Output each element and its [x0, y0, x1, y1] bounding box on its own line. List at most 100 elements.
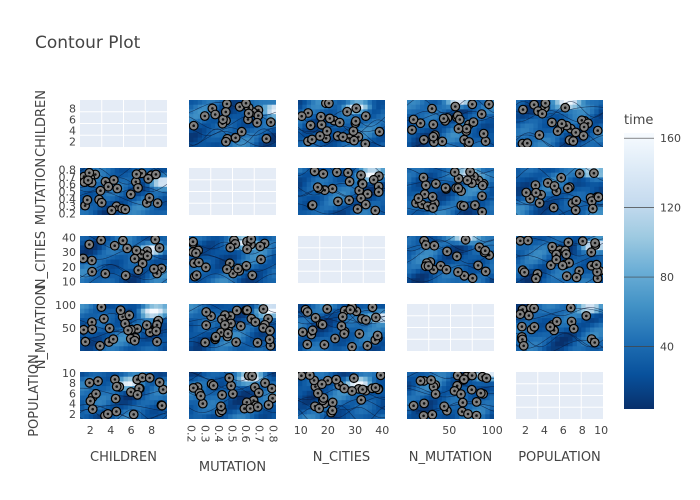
trial-point-center [240, 130, 243, 133]
trial-point-center [427, 264, 430, 268]
trial-point-center [158, 381, 161, 384]
trial-point-center [258, 245, 262, 248]
x-tick-label: 0.5 [226, 425, 239, 443]
x-tick-label: 20 [321, 424, 335, 437]
trial-point-center [352, 376, 356, 380]
contour-line [407, 100, 494, 114]
subplot-mutation-vs-n_cities [298, 168, 385, 215]
trial-point-center [538, 133, 541, 137]
trial-point-center [357, 189, 361, 192]
trial-point-center [249, 407, 252, 410]
y-axis-title: POPULATION [27, 354, 42, 437]
trial-point-center [225, 102, 229, 106]
subplot-n_mutation-vs-n_mutation [407, 304, 494, 351]
trial-point-center [432, 268, 435, 272]
trial-point-center [161, 388, 165, 391]
contour-fill [407, 372, 494, 419]
trial-point-center [374, 386, 377, 389]
y-tick-label: 0.8 [59, 163, 77, 176]
y-tick-label: 2 [69, 135, 76, 148]
trial-point-center [461, 401, 465, 404]
trial-point-center [256, 341, 259, 344]
trial-point-center [94, 392, 98, 396]
trial-point-center [212, 384, 215, 387]
trial-point-center [349, 308, 352, 312]
trial-point-center [364, 142, 367, 146]
trial-point-center [419, 121, 422, 125]
trial-point-center [522, 344, 525, 348]
trial-point-center [519, 239, 522, 243]
trial-point-center [91, 407, 94, 411]
trial-point-center [590, 199, 594, 203]
trial-point-center [133, 339, 136, 343]
trial-point-center [129, 193, 133, 196]
trial-point-center [431, 206, 435, 210]
trial-point-center [354, 119, 358, 123]
trial-point-center [229, 246, 232, 249]
trial-point-center [128, 314, 131, 317]
trial-point-center [90, 259, 94, 262]
trial-point-center [466, 179, 469, 182]
subplot-population-vs-mutation [189, 372, 276, 419]
trial-point-center [313, 170, 316, 173]
trial-point-center [471, 276, 474, 280]
trial-point-center [460, 410, 464, 413]
contour-line [516, 106, 603, 115]
trial-point-center [526, 239, 530, 242]
trial-point-center [300, 374, 303, 378]
x-tick-label: 8 [148, 424, 155, 437]
trial-point-center [472, 120, 475, 124]
trial-point-center [86, 179, 90, 182]
trial-point-center [457, 177, 460, 180]
trial-point-center [136, 393, 139, 397]
trial-point-center [471, 103, 474, 106]
contour-line [516, 331, 603, 349]
trial-point-center [553, 184, 556, 188]
trial-point-center [256, 405, 260, 409]
y-tick-label: 50 [62, 322, 76, 335]
trial-point-center [422, 138, 426, 142]
trial-point-center [475, 414, 478, 417]
trial-point-center [106, 412, 110, 416]
trial-point-center [546, 181, 550, 185]
trial-point-center [323, 188, 327, 192]
trial-point-center [445, 268, 448, 271]
trial-point-center [526, 141, 529, 145]
trial-point-center [364, 203, 368, 206]
y-tick-label: 0.6 [59, 178, 77, 191]
trial-point-center [224, 140, 228, 143]
x-tick-label: 0.7 [253, 425, 266, 443]
x-tick-label: 0.6 [239, 425, 252, 443]
trial-point-center [563, 106, 567, 109]
x-axis-title: N_MUTATION [409, 450, 493, 465]
trial-point-center [154, 329, 158, 333]
contour-line [516, 272, 603, 283]
trial-point-center [99, 238, 103, 242]
contour-fill [516, 236, 603, 283]
trial-point-center [257, 114, 260, 117]
trial-point-center [575, 199, 578, 202]
trial-point-center [534, 183, 537, 187]
trial-point-center [90, 320, 94, 324]
trial-point-center [591, 207, 595, 210]
contour-fill [516, 304, 603, 351]
trial-point-center [314, 316, 317, 320]
chart-title: Contour Plot [35, 33, 141, 53]
x-tick-label: 4 [541, 424, 548, 437]
trial-point-center [335, 171, 339, 174]
trial-point-center [226, 332, 230, 335]
contour-fill [298, 100, 385, 147]
colorbar [624, 133, 654, 409]
trial-point-center [577, 269, 581, 273]
trial-point-center [322, 396, 325, 400]
trial-point-center [482, 132, 486, 135]
trial-point-center [348, 180, 351, 183]
trial-point-center [593, 341, 596, 344]
trial-point-center [113, 244, 116, 247]
x-axis-title: N_CITIES [313, 450, 370, 465]
trial-point-center [366, 344, 369, 348]
subplot-n_cities-vs-mutation [189, 236, 276, 283]
trial-point-center [115, 205, 118, 208]
trial-point-center [83, 204, 87, 207]
trial-point-center [352, 139, 356, 142]
